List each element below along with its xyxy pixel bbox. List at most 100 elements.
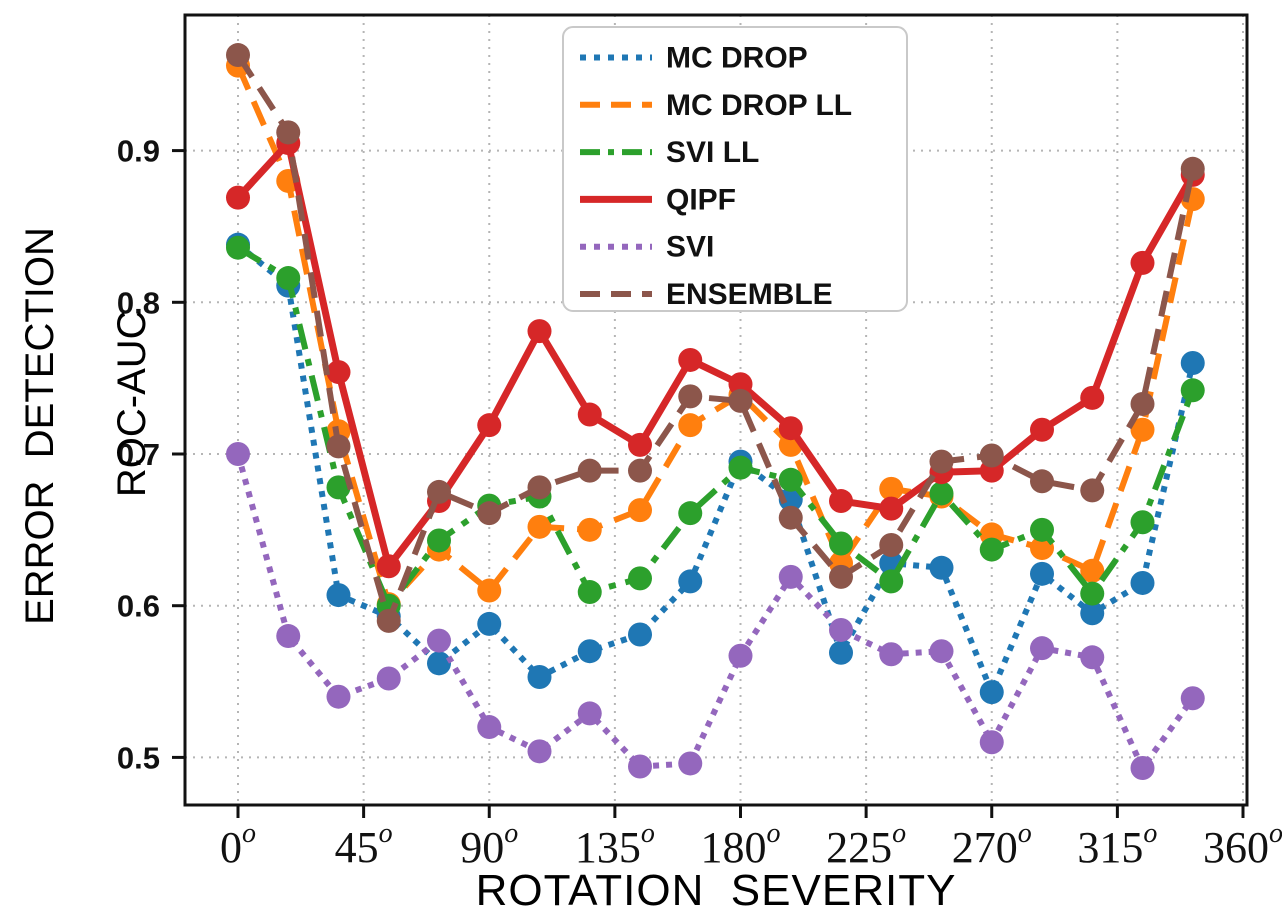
data-point-marker	[376, 666, 401, 691]
y-tick-label: 0.7	[117, 437, 160, 472]
data-point-marker	[326, 360, 351, 385]
legend-box	[562, 26, 908, 312]
x-tick-label: 0o	[220, 818, 256, 872]
data-point-marker	[829, 489, 853, 514]
data-point-marker	[376, 608, 401, 633]
data-point-marker	[929, 639, 954, 664]
x-tick-label: 315o	[1077, 818, 1157, 872]
data-point-marker	[577, 639, 602, 664]
data-point-marker	[728, 455, 753, 480]
data-point-marker	[628, 622, 652, 647]
data-point-marker	[577, 458, 602, 483]
series-svi	[235, 453, 1196, 774]
data-point-marker	[879, 569, 904, 594]
legend-item-mc-drop-ll: MC DROP LL	[580, 89, 852, 122]
y-axis-label: ERROR DETECTION ROC-AUC	[17, 226, 154, 626]
data-point-marker	[1130, 250, 1155, 275]
data-point-marker	[728, 643, 753, 668]
data-point-marker	[979, 537, 1004, 562]
legend-label-svi-ll: SVI LL	[666, 136, 759, 169]
data-point-marker	[778, 487, 803, 512]
data-point-marker	[1030, 417, 1054, 442]
data-point-marker	[326, 475, 351, 500]
data-point-marker	[778, 564, 803, 589]
legend-label-svi: SVI	[666, 231, 714, 264]
data-point-marker	[1030, 517, 1054, 542]
data-point-marker	[678, 413, 703, 438]
y-tick-label: 0.6	[117, 589, 160, 624]
data-point-marker	[1080, 385, 1105, 410]
data-point-marker	[427, 651, 451, 676]
data-point-marker	[226, 43, 250, 68]
data-point-marker	[628, 498, 652, 523]
data-point-marker	[829, 564, 853, 589]
data-point-marker	[477, 715, 502, 740]
legend-label-mc-drop: MC DROP	[666, 42, 808, 75]
legend-item-qipf: QIPF	[580, 183, 736, 216]
data-point-marker	[1130, 417, 1155, 442]
series-markers-ensemble	[226, 43, 1205, 633]
data-point-marker	[1180, 350, 1205, 375]
data-point-marker	[477, 611, 502, 636]
data-point-marker	[1180, 686, 1205, 711]
data-point-marker	[527, 514, 552, 539]
y-tick-label: 0.9	[117, 134, 160, 169]
data-point-marker	[879, 642, 904, 667]
data-point-marker	[979, 730, 1004, 755]
data-point-marker	[1180, 378, 1205, 403]
data-point-marker	[1130, 570, 1155, 595]
data-point-marker	[1080, 601, 1105, 626]
y-tick-label: 0.8	[117, 285, 160, 320]
data-point-marker	[1130, 756, 1155, 781]
data-point-marker	[427, 479, 451, 504]
data-point-marker	[979, 680, 1004, 705]
y-tick-label: 0.5	[117, 740, 160, 775]
x-tick-label: 225o	[826, 818, 906, 872]
data-point-marker	[1130, 391, 1155, 416]
data-point-marker	[678, 751, 703, 776]
data-point-marker	[628, 458, 652, 483]
legend-label-ensemble: ENSEMBLE	[666, 278, 833, 311]
legend-item-svi: SVI	[580, 231, 714, 264]
data-point-marker	[226, 185, 250, 210]
data-point-marker	[226, 235, 250, 260]
data-point-marker	[1130, 510, 1155, 535]
data-point-marker	[829, 617, 853, 642]
data-point-marker	[477, 413, 502, 438]
data-point-marker	[678, 569, 703, 594]
y-axis-label-line1: ERROR DETECTION	[18, 227, 62, 625]
data-point-marker	[879, 533, 904, 558]
data-point-marker	[326, 684, 351, 709]
data-point-marker	[276, 624, 301, 649]
data-point-marker	[1030, 561, 1054, 586]
legend-item-svi-ll: SVI LL	[580, 136, 759, 169]
data-point-marker	[326, 434, 351, 459]
data-point-marker	[929, 555, 954, 580]
x-axis-label: ROTATION SEVERITY	[475, 866, 957, 915]
x-tick-label: 360o	[1203, 818, 1282, 872]
series-svi-ll	[236, 245, 1196, 612]
data-point-marker	[879, 496, 904, 521]
data-point-marker	[226, 442, 250, 466]
data-point-marker	[929, 481, 954, 506]
data-point-marker	[276, 120, 301, 145]
data-point-marker	[376, 554, 401, 579]
data-point-marker	[1080, 558, 1105, 583]
data-point-marker	[778, 505, 803, 530]
x-tick-label: 180o	[701, 818, 781, 872]
data-point-marker	[477, 501, 502, 526]
data-point-marker	[728, 388, 753, 413]
data-point-marker	[326, 583, 351, 608]
data-point-marker	[929, 449, 954, 474]
data-point-marker	[829, 531, 853, 556]
data-point-marker	[527, 664, 552, 689]
data-point-marker	[1030, 636, 1054, 661]
data-point-marker	[628, 432, 652, 457]
data-point-marker	[1080, 645, 1105, 670]
data-point-marker	[527, 319, 552, 344]
legend-item-ensemble: ENSEMBLE	[580, 278, 833, 311]
data-point-marker	[1180, 156, 1205, 181]
data-point-marker	[527, 739, 552, 764]
plot-border	[183, 13, 1249, 807]
